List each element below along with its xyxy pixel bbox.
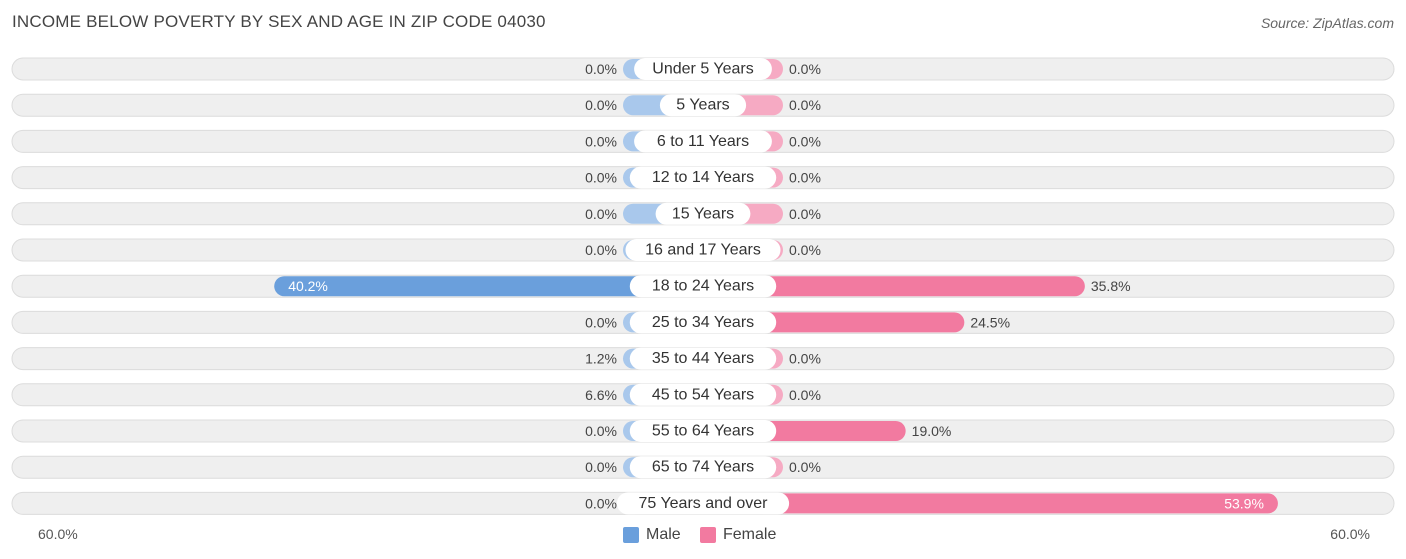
male-value-label: 0.0% <box>585 133 617 149</box>
category-label: 6 to 11 Years <box>657 133 749 150</box>
female-value-label: 0.0% <box>789 133 821 149</box>
category-label: 18 to 24 Years <box>652 278 754 295</box>
female-value-label: 0.0% <box>789 97 821 113</box>
axis-right-label: 60.0% <box>1330 526 1370 542</box>
male-value-label: 6.6% <box>585 387 617 403</box>
male-value-label: 0.0% <box>585 170 617 186</box>
category-label: 5 Years <box>676 97 729 114</box>
female-value-label: 0.0% <box>789 459 821 475</box>
chart-legend: Male Female <box>0 524 1406 546</box>
category-label-background <box>616 492 790 515</box>
category-label-background <box>629 383 777 406</box>
legend-label-male: Male <box>646 526 681 543</box>
category-label-background <box>634 58 772 80</box>
category-label-background <box>629 456 777 479</box>
category-label: 45 to 54 Years <box>652 386 754 403</box>
category-label: 65 to 74 Years <box>652 459 754 476</box>
male-value-label: 1.2% <box>585 351 617 367</box>
male-value-label: 0.0% <box>585 61 617 77</box>
category-label-background <box>629 311 777 334</box>
female-value-label: 24.5% <box>970 314 1010 330</box>
female-value-label: 35.8% <box>1091 278 1131 294</box>
female-value-label: 0.0% <box>789 170 821 186</box>
legend-item-male: Male <box>623 526 681 544</box>
category-label: 75 Years and over <box>639 495 769 512</box>
male-value-label: 0.0% <box>585 459 617 475</box>
legend-swatch-male <box>623 527 639 543</box>
legend-item-female: Female <box>700 526 776 544</box>
male-bar <box>274 276 703 297</box>
female-bar <box>703 493 1278 514</box>
category-label: 12 to 14 Years <box>652 169 754 186</box>
chart-title: INCOME BELOW POVERTY BY SEX AND AGE IN Z… <box>12 12 546 31</box>
female-value-label: 53.9% <box>1224 495 1264 511</box>
category-label: 55 to 64 Years <box>652 423 754 440</box>
category-label-background <box>629 347 777 370</box>
male-value-label: 0.0% <box>585 495 617 511</box>
category-label-background <box>629 275 777 298</box>
female-value-label: 0.0% <box>789 206 821 222</box>
male-value-label: 0.0% <box>585 314 617 330</box>
diverging-bar-chart: 0.0% 0.0% Under 5 Years 0.0% 0.0% 5 Years 0.0%… <box>11 57 1395 515</box>
category-label-background <box>659 94 747 117</box>
chart-source: Source: ZipAtlas.com <box>1260 15 1394 31</box>
male-value-label: 40.2% <box>288 278 328 294</box>
female-value-label: 0.0% <box>789 242 821 258</box>
male-value-label: 0.0% <box>585 97 617 113</box>
male-value-label: 0.0% <box>585 423 617 439</box>
category-label: Under 5 Years <box>652 61 753 78</box>
axis-left-label: 60.0% <box>38 526 78 542</box>
category-label-background <box>629 420 777 442</box>
category-label-background <box>625 239 781 261</box>
female-value-label: 0.0% <box>789 387 821 403</box>
category-label-background <box>655 202 751 225</box>
category-label: 16 and 17 Years <box>645 242 761 259</box>
male-value-label: 0.0% <box>585 206 617 222</box>
female-value-label: 0.0% <box>789 61 821 77</box>
category-label-background <box>629 166 777 189</box>
category-label: 15 Years <box>672 205 734 222</box>
category-label: 25 to 34 Years <box>652 314 754 331</box>
female-value-label: 19.0% <box>912 423 952 439</box>
category-label-background <box>634 130 772 153</box>
male-value-label: 0.0% <box>585 242 617 258</box>
legend-swatch-female <box>700 527 716 543</box>
category-label: 35 to 44 Years <box>652 350 754 367</box>
female-bar <box>703 276 1085 297</box>
female-value-label: 0.0% <box>789 351 821 367</box>
legend-label-female: Female <box>723 526 777 543</box>
